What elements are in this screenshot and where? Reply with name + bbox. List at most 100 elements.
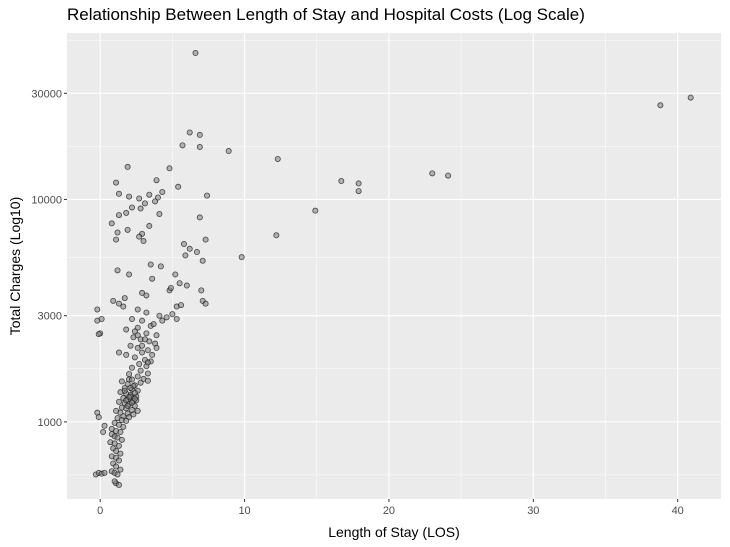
data-point	[128, 316, 135, 323]
y-axis-title: Total Charges (Log10)	[7, 197, 23, 336]
x-tick-label: 20	[383, 505, 395, 517]
data-point	[124, 226, 131, 233]
y-tick-label: 10000	[31, 194, 62, 206]
data-point	[128, 204, 135, 211]
x-axis-title: Length of Stay (LOS)	[328, 524, 460, 540]
data-point	[143, 309, 150, 316]
data-point	[117, 466, 124, 473]
x-axis: 0 10 20 30 40	[97, 499, 684, 517]
data-point	[143, 292, 150, 299]
data-point	[183, 282, 190, 289]
data-point	[186, 245, 193, 252]
data-point	[123, 209, 130, 216]
data-point	[196, 144, 203, 151]
data-point	[150, 321, 157, 328]
data-point	[123, 397, 130, 404]
data-point	[124, 163, 131, 170]
data-point	[115, 212, 122, 219]
data-point	[108, 220, 115, 227]
x-tick-label: 40	[672, 505, 684, 517]
data-point	[117, 429, 124, 436]
data-point	[146, 191, 153, 198]
y-axis: 1000 3000 10000 30000	[31, 88, 67, 429]
data-point	[118, 378, 125, 385]
data-point	[130, 411, 137, 418]
data-point	[198, 287, 205, 294]
data-point	[202, 236, 209, 243]
data-point	[139, 289, 146, 296]
data-point	[136, 233, 143, 240]
data-point	[128, 399, 135, 406]
data-point	[137, 367, 144, 374]
data-point	[126, 371, 133, 378]
data-point	[123, 417, 130, 424]
data-point	[312, 207, 319, 214]
data-point	[128, 364, 135, 371]
data-point	[113, 447, 120, 454]
data-point	[120, 423, 127, 430]
data-point	[172, 271, 179, 278]
data-point	[141, 336, 148, 343]
major-gridlines	[67, 33, 721, 499]
data-point	[127, 342, 134, 349]
data-point	[115, 442, 122, 449]
data-point	[169, 311, 176, 318]
data-point	[196, 214, 203, 221]
data-point	[153, 344, 160, 351]
data-point	[149, 275, 156, 282]
data-point	[134, 407, 141, 414]
data-point	[136, 195, 143, 202]
data-point	[131, 389, 138, 396]
data-point	[131, 395, 138, 402]
data-point	[144, 377, 151, 384]
data-point	[126, 193, 133, 200]
data-point	[123, 351, 130, 358]
data-point	[173, 316, 180, 323]
data-point	[113, 236, 120, 243]
data-point	[113, 179, 120, 186]
data-point	[137, 205, 144, 212]
data-point	[114, 471, 121, 478]
data-point	[95, 414, 102, 421]
plot-panel	[67, 33, 721, 499]
data-point	[121, 387, 128, 394]
data-point	[111, 478, 118, 485]
data-point	[204, 192, 211, 199]
data-point	[131, 354, 138, 361]
data-point	[144, 359, 151, 366]
chart-title: Relationship Between Length of Stay and …	[67, 5, 585, 24]
data-point	[101, 422, 108, 429]
data-point	[115, 349, 122, 356]
data-point	[657, 102, 664, 109]
data-point	[146, 222, 153, 229]
data-point	[202, 300, 209, 307]
data-point	[355, 180, 362, 187]
data-point	[159, 188, 166, 195]
data-point	[134, 306, 141, 313]
data-point	[176, 280, 183, 287]
data-points	[92, 50, 694, 489]
data-point	[445, 172, 452, 179]
data-point	[159, 317, 166, 324]
data-point	[178, 302, 185, 309]
data-point	[225, 148, 232, 155]
data-point	[182, 252, 189, 259]
data-point	[117, 450, 124, 457]
data-point	[144, 370, 151, 377]
data-point	[131, 328, 138, 335]
y-tick-label: 3000	[38, 311, 62, 323]
data-point	[687, 94, 694, 101]
data-point	[141, 200, 148, 207]
data-point	[134, 332, 141, 339]
data-point	[179, 142, 186, 149]
data-point	[180, 241, 187, 248]
data-point	[196, 131, 203, 138]
data-point	[193, 249, 200, 256]
data-point	[429, 170, 436, 177]
data-point	[273, 232, 280, 239]
data-point	[153, 332, 160, 339]
data-point	[136, 361, 143, 368]
x-tick-label: 10	[238, 505, 250, 517]
data-point	[134, 373, 141, 380]
y-tick-label: 30000	[31, 88, 62, 100]
